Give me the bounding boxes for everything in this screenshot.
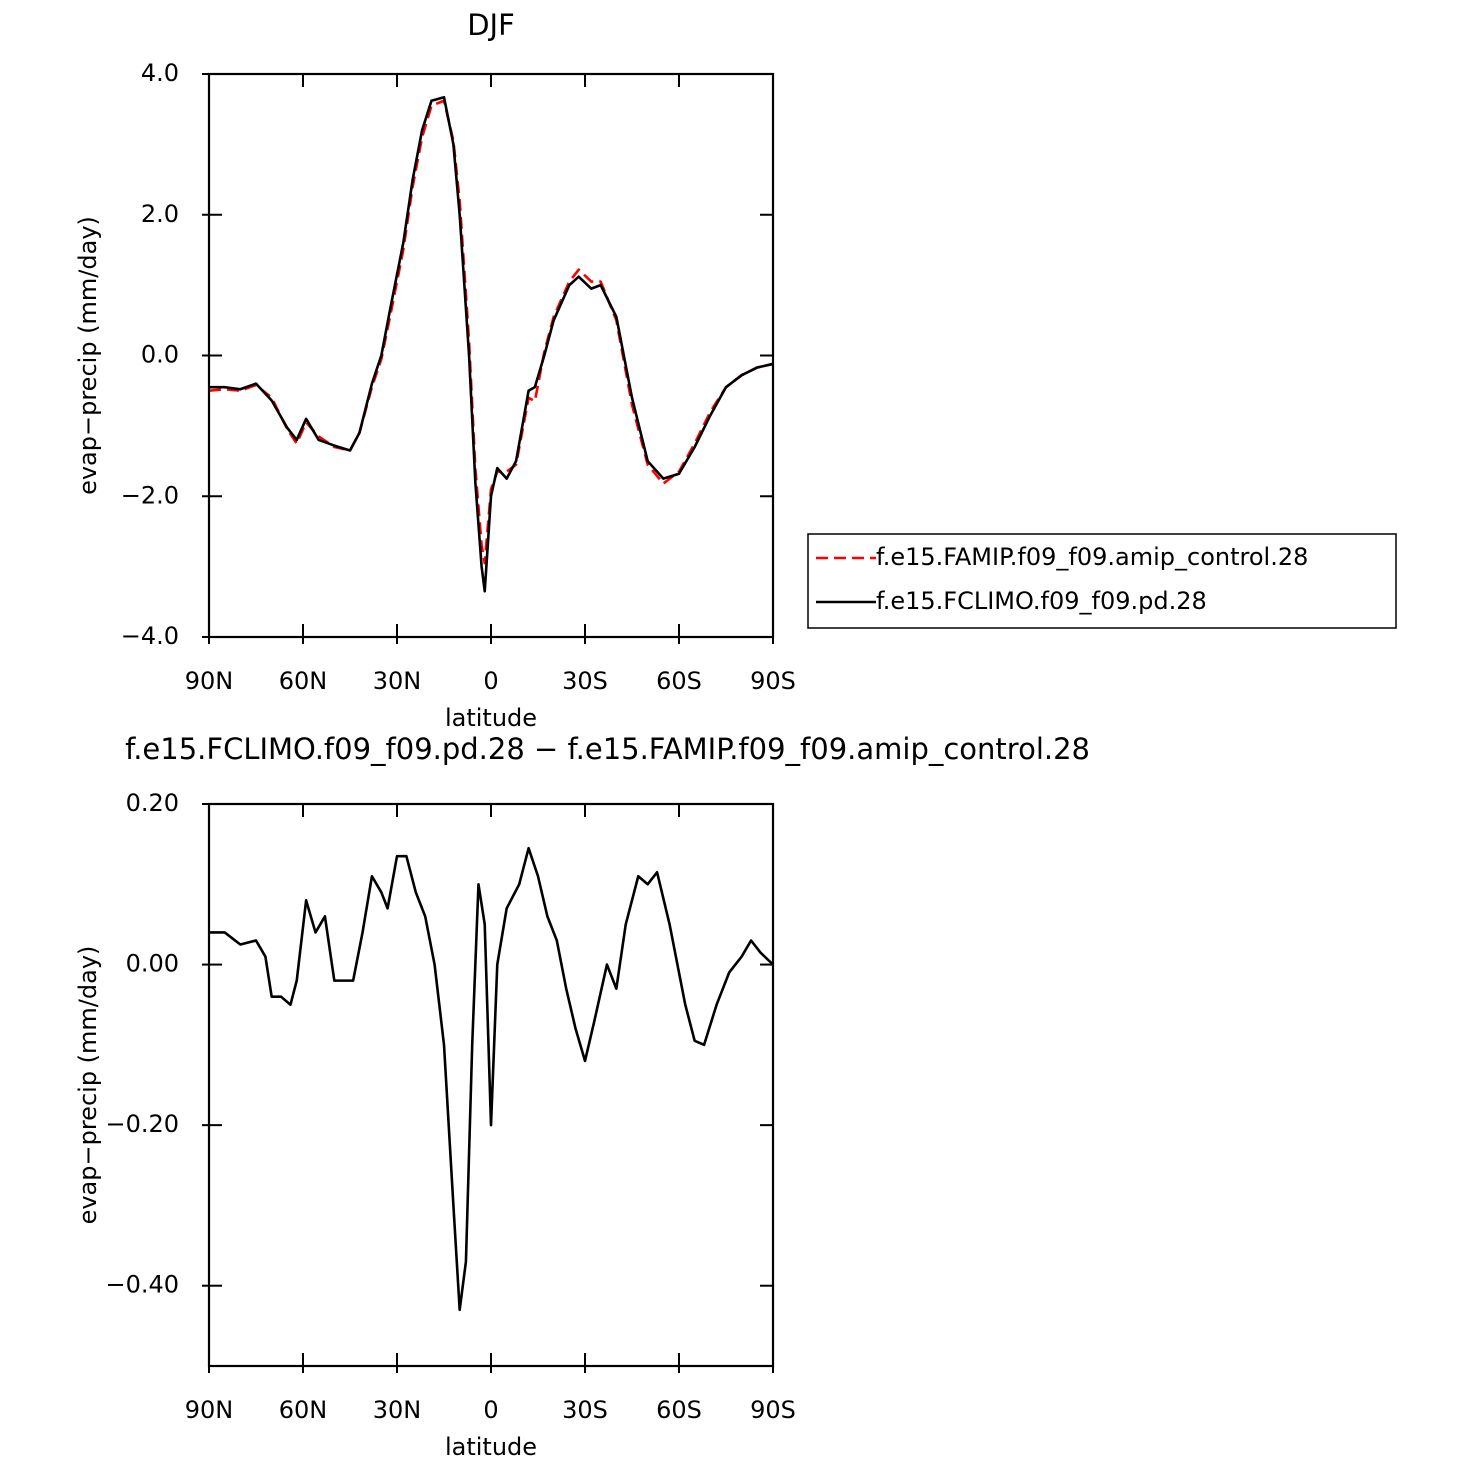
x-tick-label: 60N bbox=[279, 667, 328, 695]
legend-label: f.e15.FCLIMO.f09_f09.pd.28 bbox=[876, 587, 1207, 615]
x-tick-label: 90N bbox=[185, 667, 234, 695]
x-tick-label: 90N bbox=[185, 1396, 234, 1424]
y-tick-label: 0.0 bbox=[141, 341, 179, 369]
data-line bbox=[209, 846, 774, 1312]
chart-title: f.e15.FCLIMO.f09_f09.pd.28 − f.e15.FAMIP… bbox=[125, 732, 1090, 766]
x-tick-label: 30N bbox=[373, 667, 422, 695]
legend-label: f.e15.FAMIP.f09_f09.amip_control.28 bbox=[876, 543, 1308, 571]
x-tick-label: 90S bbox=[750, 667, 796, 695]
x-tick-label: 0 bbox=[483, 667, 498, 695]
plot-frame bbox=[207, 72, 775, 639]
x-tick-label: 90S bbox=[750, 1396, 796, 1424]
x-axis-label: latitude bbox=[445, 1433, 537, 1461]
y-axis-label: evap−precip (mm/day) bbox=[74, 216, 102, 495]
chart-title: DJF bbox=[467, 8, 515, 42]
y-axis-label: evap−precip (mm/day) bbox=[74, 946, 102, 1225]
legend-box bbox=[807, 533, 1397, 629]
y-tick-label: 0.00 bbox=[126, 950, 179, 978]
x-tick-label: 60S bbox=[656, 1396, 702, 1424]
x-tick-label: 0 bbox=[483, 1396, 498, 1424]
x-tick-label: 60S bbox=[656, 667, 702, 695]
x-axis-label: latitude bbox=[445, 704, 537, 732]
y-tick-label: −2.0 bbox=[121, 481, 179, 509]
y-tick-label: 0.20 bbox=[126, 789, 179, 817]
x-tick-label: 30N bbox=[373, 1396, 422, 1424]
x-tick-label: 60N bbox=[279, 1396, 328, 1424]
x-tick-label: 30S bbox=[562, 1396, 608, 1424]
y-tick-label: −0.20 bbox=[105, 1110, 179, 1138]
y-tick-label: −0.40 bbox=[105, 1271, 179, 1299]
y-tick-label: 2.0 bbox=[141, 200, 179, 228]
data-line bbox=[209, 95, 774, 593]
y-tick-label: 4.0 bbox=[141, 59, 179, 87]
y-tick-label: −4.0 bbox=[121, 622, 179, 650]
x-tick-label: 30S bbox=[562, 667, 608, 695]
data-line bbox=[208, 99, 774, 565]
